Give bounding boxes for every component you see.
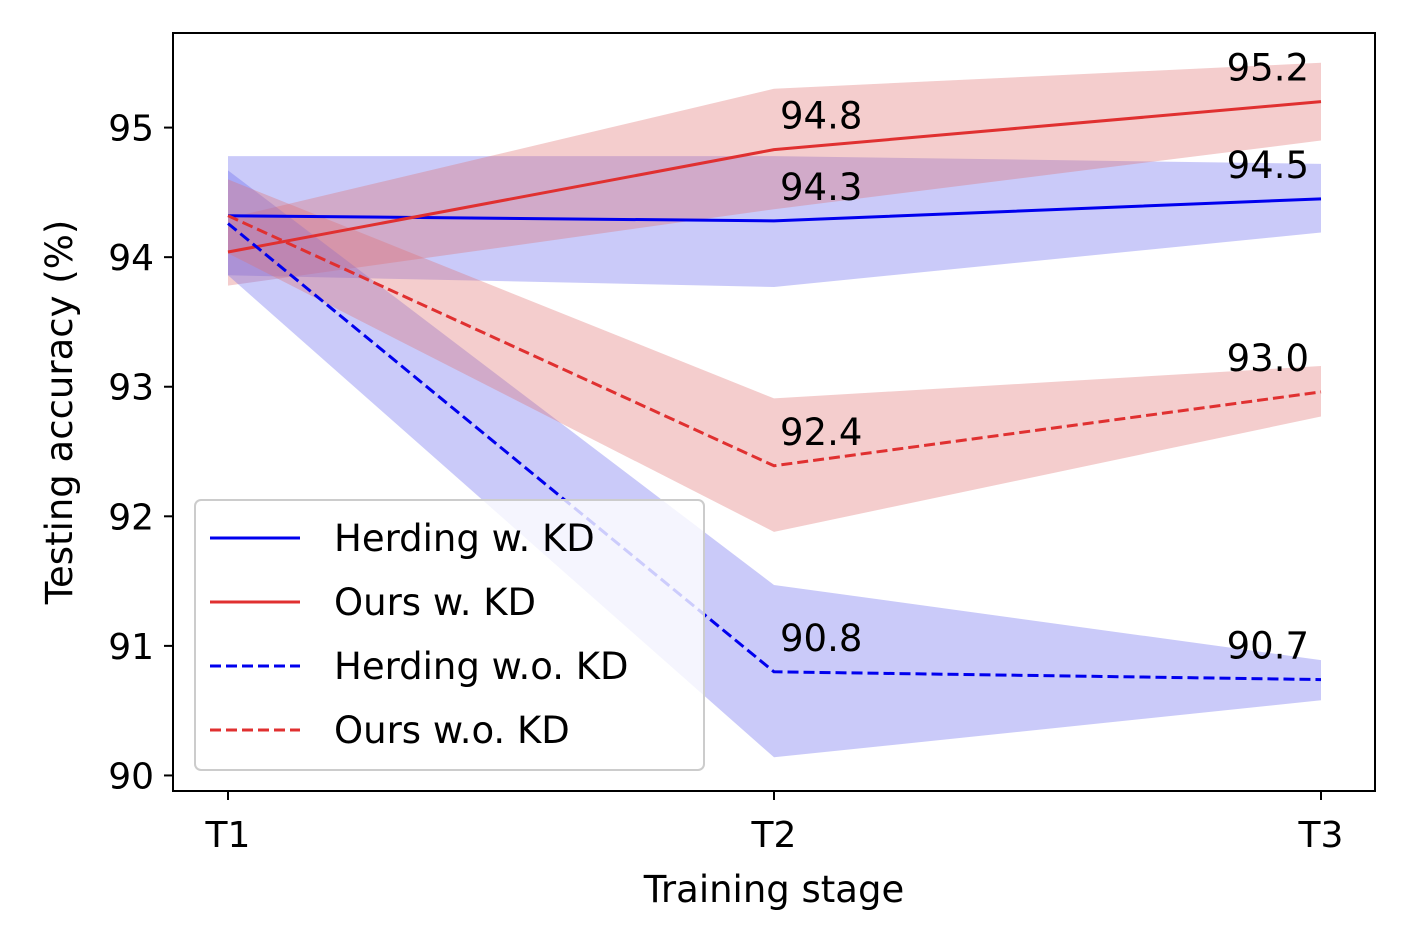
ours-w-o-kd-data-label: 92.4 [780, 411, 862, 454]
legend-label-ours-w-o-kd: Ours w.o. KD [334, 709, 570, 752]
x-tick-label: T2 [751, 815, 797, 856]
y-tick-label: 93 [108, 368, 154, 409]
x-tick-label: T3 [1298, 815, 1344, 856]
ours-w-kd-data-label: 95.2 [1227, 47, 1309, 90]
confidence-bands [228, 62, 1321, 758]
y-axis: 90 91 92 93 94 95 [108, 109, 173, 797]
legend-label-herding-w-kd: Herding w. KD [334, 517, 595, 560]
herding-w-o-kd-data-label: 90.8 [780, 617, 862, 660]
herding-w-kd-data-label: 94.3 [780, 166, 862, 209]
series-lines [227, 100, 1322, 682]
ours-w-kd-data-label: 94.8 [780, 95, 862, 138]
x-tick-label: T1 [205, 815, 251, 856]
herding-w-o-kd-band [228, 170, 1321, 758]
legend-label-ours-w-kd: Ours w. KD [334, 581, 536, 624]
ours-w-o-kd-data-label: 93.0 [1227, 337, 1309, 380]
y-tick-label: 91 [108, 627, 154, 668]
herding-w-o-kd-data-label: 90.7 [1227, 625, 1309, 668]
legend-box [194, 499, 705, 771]
legend-label-herding-w-o-kd: Herding w.o. KD [334, 645, 629, 688]
legend: Herding w. KD Ours w. KD Herding w.o. KD Ou… [194, 499, 705, 771]
y-axis-title: Testing accuracy (%) [38, 220, 81, 606]
y-tick-label: 95 [108, 109, 154, 150]
herding-w-kd-data-label: 94.5 [1227, 144, 1309, 187]
ours-w-o-kd-band [228, 179, 1321, 532]
y-tick-label: 92 [108, 497, 154, 538]
y-tick-label: 90 [108, 756, 154, 797]
y-tick-label: 94 [108, 238, 154, 279]
x-axis: T1 T2 T3 [205, 791, 1344, 856]
ours-w-kd-band [228, 62, 1321, 286]
x-axis-title: Training stage [643, 868, 904, 911]
data-labels: 94.3 94.5 94.8 95.2 90.8 90.7 92.4 93.0 [780, 47, 1309, 668]
